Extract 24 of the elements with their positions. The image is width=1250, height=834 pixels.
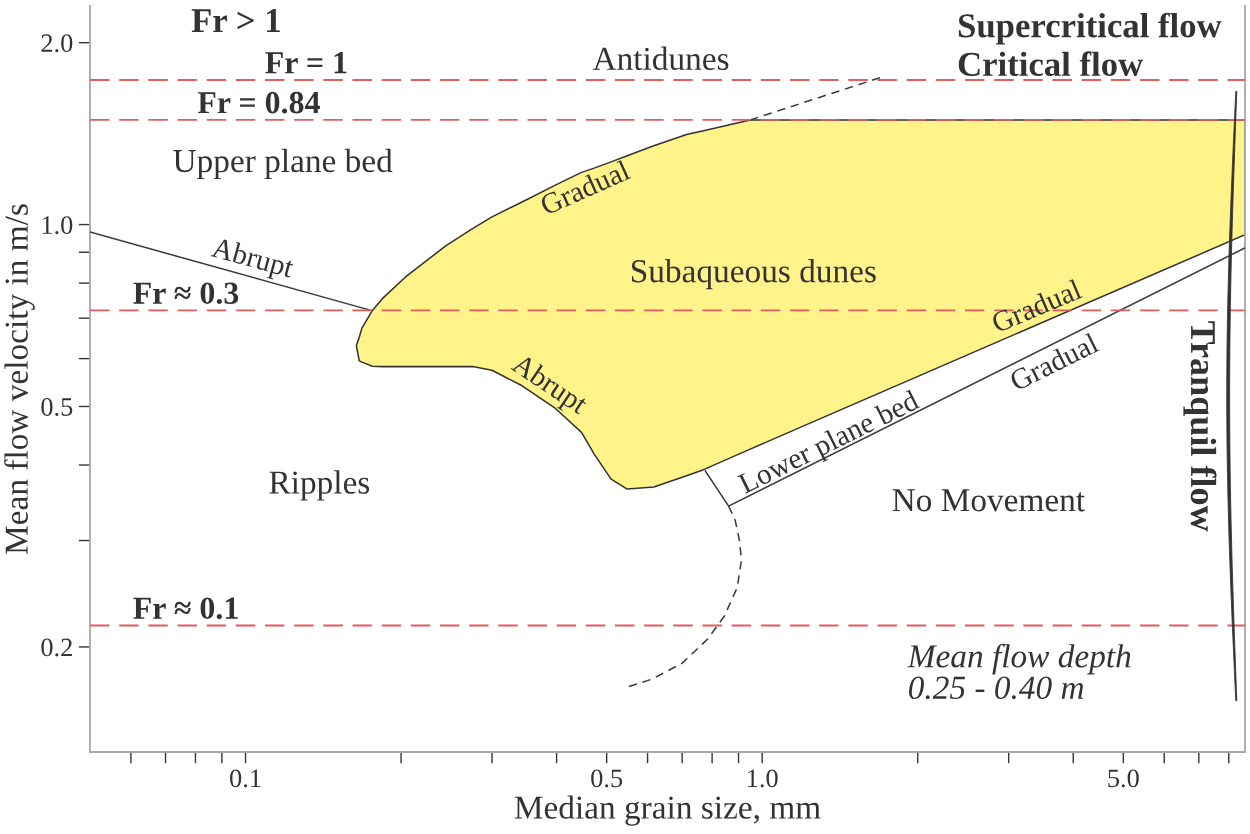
annotation: Upper plane bed [173,148,393,180]
annotation: Ripples [269,470,370,501]
annotation: Fr > 1 [191,9,280,33]
y-tick-label: 1.0 [42,216,73,235]
annotation: Fr ≈ 0.3 [133,282,239,305]
annotation: Mean flow depth 0.25 - 0.40 m [907,643,1131,700]
x-tick-label: 0.5 [591,769,623,788]
annotation: Supercritical flow [958,12,1222,45]
annotation: No Movement [892,489,1085,512]
annotation: Critical flow [958,51,1143,77]
y-tick-label: 2.0 [41,34,73,53]
annotation: Fr ≈ 0.1 [133,597,238,620]
annotation: Subaqueous dunes [631,259,876,290]
annotation: Tranquil flow [1183,321,1217,532]
x-tick-label: 1.0 [748,769,778,788]
x-tick-label: 0.1 [230,769,261,788]
y-tick-label: 0.2 [41,638,72,657]
annotation: Fr = 0.84 [197,91,320,114]
x-axis-title: Median grain size, mm [514,795,821,826]
y-tick-label: 0.5 [41,398,73,416]
annotation: Fr = 1 [265,52,347,74]
x-tick-label: 5.0 [1108,769,1139,788]
y-axis-title: Mean flow velocity in m/s [4,204,35,554]
annotation: Antidunes [592,46,729,71]
